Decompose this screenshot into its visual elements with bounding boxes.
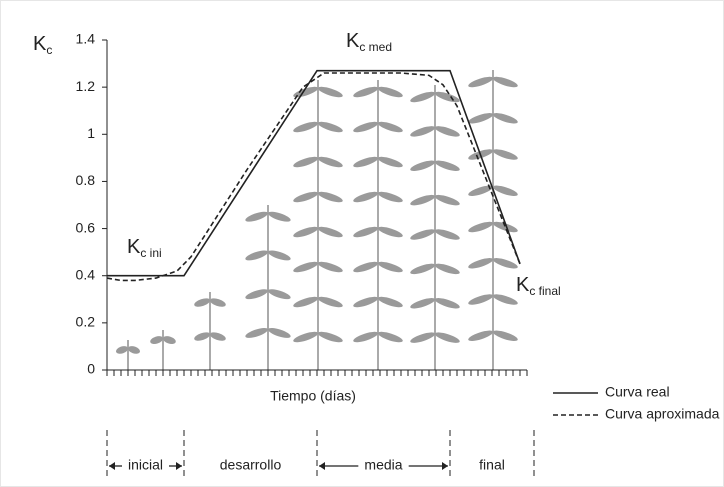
y-axis-title-main: K — [33, 33, 47, 55]
annotation-main: K — [516, 274, 530, 296]
annotation-main: K — [346, 30, 360, 52]
phase-label: media — [364, 457, 402, 473]
annotation-main: K — [127, 236, 141, 258]
phase-label: desarrollo — [220, 457, 282, 473]
legend-label: Curva aproximada — [605, 406, 720, 422]
y-tick-label: 0 — [87, 361, 95, 377]
y-tick-label: 1 — [87, 125, 95, 141]
y-tick-label: 0.4 — [76, 266, 96, 282]
y-tick-label: 0.6 — [76, 219, 96, 235]
y-tick-label: 0.2 — [76, 314, 96, 330]
phase-label: inicial — [128, 457, 163, 473]
annotation-sub: c ini — [140, 246, 161, 260]
y-tick-label: 1.2 — [76, 78, 96, 94]
chart: 00.20.40.60.811.21.4Tiempo (días)KcKc in… — [0, 0, 724, 487]
y-axis-title-sub: c — [46, 43, 52, 57]
legend-label: Curva real — [605, 384, 670, 400]
annotation-sub: c med — [359, 40, 392, 54]
y-tick-label: 0.8 — [76, 172, 96, 188]
phase-label: final — [479, 457, 505, 473]
annotation-sub: c final — [529, 284, 560, 298]
x-axis-title: Tiempo (días) — [270, 388, 356, 404]
y-tick-label: 1.4 — [76, 31, 96, 47]
